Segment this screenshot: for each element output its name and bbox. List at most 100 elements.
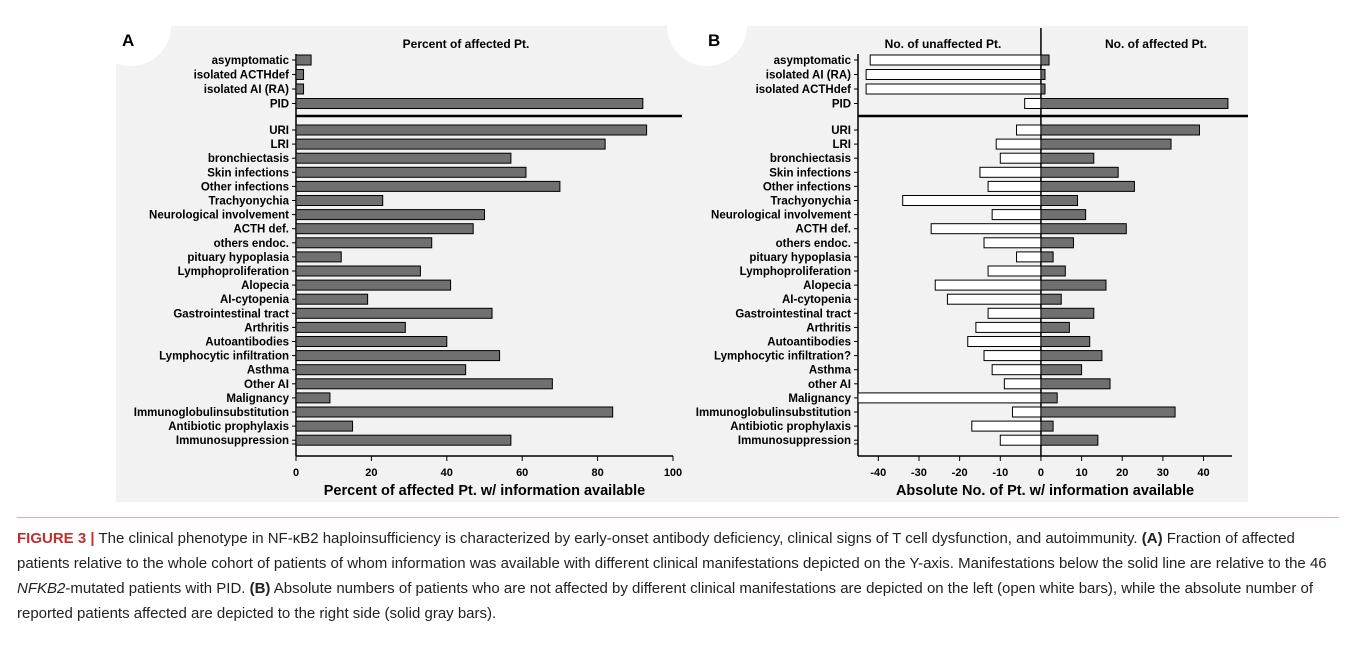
bar [295, 293, 369, 305]
affected-bar [1040, 124, 1200, 136]
category-label: Gastrointestinal tract [173, 308, 289, 320]
bar [295, 378, 553, 390]
affected-bar [1040, 392, 1058, 404]
x-tick-label: 100 [664, 467, 682, 479]
category-label: pituary hypoplasia [749, 252, 851, 264]
bar [295, 420, 354, 432]
x-tick-label: 40 [1197, 467, 1209, 479]
bar [295, 98, 644, 109]
unaffected-bar [999, 434, 1042, 446]
unaffected-bar [1016, 124, 1042, 136]
category-label: Asthma [809, 365, 852, 377]
unaffected-bar [1003, 378, 1042, 390]
caption-text: The clinical phenotype in NF-κB2 haploin… [94, 530, 1142, 547]
bar [295, 307, 493, 319]
unaffected-bar [869, 54, 1042, 66]
category-label: Other infections [201, 181, 289, 193]
panel-b-chart: No. of unaffected Pt. No. of affected Pt.… [696, 28, 1248, 499]
affected-bar [1040, 293, 1062, 305]
affected-bar [1040, 420, 1054, 432]
category-label: Alopecia [803, 280, 852, 292]
bar [295, 195, 384, 206]
panel-a-letter: A [122, 31, 134, 50]
category-label: ACTH def. [795, 224, 851, 236]
category-label: others endoc. [214, 238, 289, 250]
affected-bar [1040, 279, 1107, 291]
unaffected-bar [979, 166, 1042, 178]
figure-caption: FIGURE 3 | The clinical phenotype in NF-… [17, 517, 1339, 626]
affected-bar [1040, 406, 1176, 418]
unaffected-bar [946, 293, 1042, 305]
category-label: asymptomatic [212, 55, 290, 67]
x-tick-label: -20 [952, 467, 968, 479]
category-label: Neurological involvement [149, 210, 289, 222]
unaffected-bar [987, 307, 1042, 319]
category-label: Antibiotic prophylaxis [168, 421, 289, 433]
affected-bar [1040, 265, 1066, 277]
bar [295, 321, 406, 333]
category-label: PID [270, 99, 289, 111]
category-label: others endoc. [776, 238, 851, 250]
unaffected-bar [983, 237, 1042, 249]
affected-bar [1040, 223, 1127, 235]
x-tick-label: -10 [992, 467, 1008, 479]
unaffected-bar [967, 336, 1042, 347]
bar [295, 406, 614, 418]
affected-bar [1040, 83, 1046, 95]
category-label: Gastrointestinal tract [735, 308, 851, 320]
affected-bar [1040, 209, 1087, 221]
x-tick-label: 0 [293, 467, 299, 479]
category-label: Malignancy [788, 393, 851, 405]
bar [295, 83, 305, 95]
unaffected-bar [991, 209, 1042, 221]
unaffected-bar [987, 265, 1042, 277]
panel-b-left-title: No. of unaffected Pt. [885, 37, 1002, 51]
category-label: AI-cytopenia [220, 294, 290, 306]
category-label: pituary hypoplasia [187, 252, 289, 264]
category-label: Antibiotic prophylaxis [730, 421, 851, 433]
bar [295, 138, 606, 150]
affected-bar [1040, 336, 1091, 347]
unaffected-bar [975, 321, 1042, 333]
bar [295, 350, 501, 362]
bar [295, 223, 474, 235]
category-label: AI-cytopenia [782, 294, 852, 306]
x-tick-label: -40 [870, 467, 886, 479]
category-label: asymptomatic [774, 55, 852, 67]
category-label: Skin infections [207, 167, 289, 179]
caption-label: FIGURE 3 | [17, 530, 95, 547]
x-tick-label: 30 [1157, 467, 1169, 479]
x-axis-title: Absolute No. of Pt. w/ information avail… [896, 483, 1194, 499]
category-label: isolated AI (RA) [204, 84, 289, 96]
bar [295, 152, 512, 164]
category-label: Immunosuppression [176, 435, 289, 447]
affected-bar [1040, 251, 1054, 263]
unaffected-bar [983, 350, 1042, 362]
unaffected-bar [995, 138, 1042, 150]
x-tick-label: 20 [365, 467, 377, 479]
unaffected-bar [1024, 98, 1042, 109]
bar [295, 364, 467, 376]
bar [295, 166, 527, 178]
category-label: isolated ACTHdef [756, 84, 852, 96]
corner-bubble [116, 26, 171, 66]
panel-b-letter: B [708, 31, 720, 50]
affected-bar [1040, 364, 1083, 376]
category-label: Autoantibodies [767, 337, 851, 349]
unaffected-bar [987, 180, 1042, 192]
category-label: Arthritis [806, 322, 851, 334]
category-label: Asthma [247, 365, 290, 377]
category-label: Lymphoproliferation [178, 266, 289, 278]
unaffected-bar [902, 195, 1042, 206]
affected-bar [1040, 98, 1229, 109]
category-label: Other AI [244, 379, 289, 391]
bar [295, 434, 512, 446]
category-label: Neurological involvement [711, 210, 851, 222]
affected-bar [1040, 321, 1070, 333]
figure-chart: A B Percent of affected Pt. asymptomatic i… [116, 26, 1248, 499]
unaffected-bar [934, 279, 1042, 291]
category-label: Alopecia [241, 280, 290, 292]
x-tick-label: 60 [516, 467, 528, 479]
affected-bar [1040, 195, 1079, 206]
category-label: bronchiectasis [208, 153, 289, 165]
